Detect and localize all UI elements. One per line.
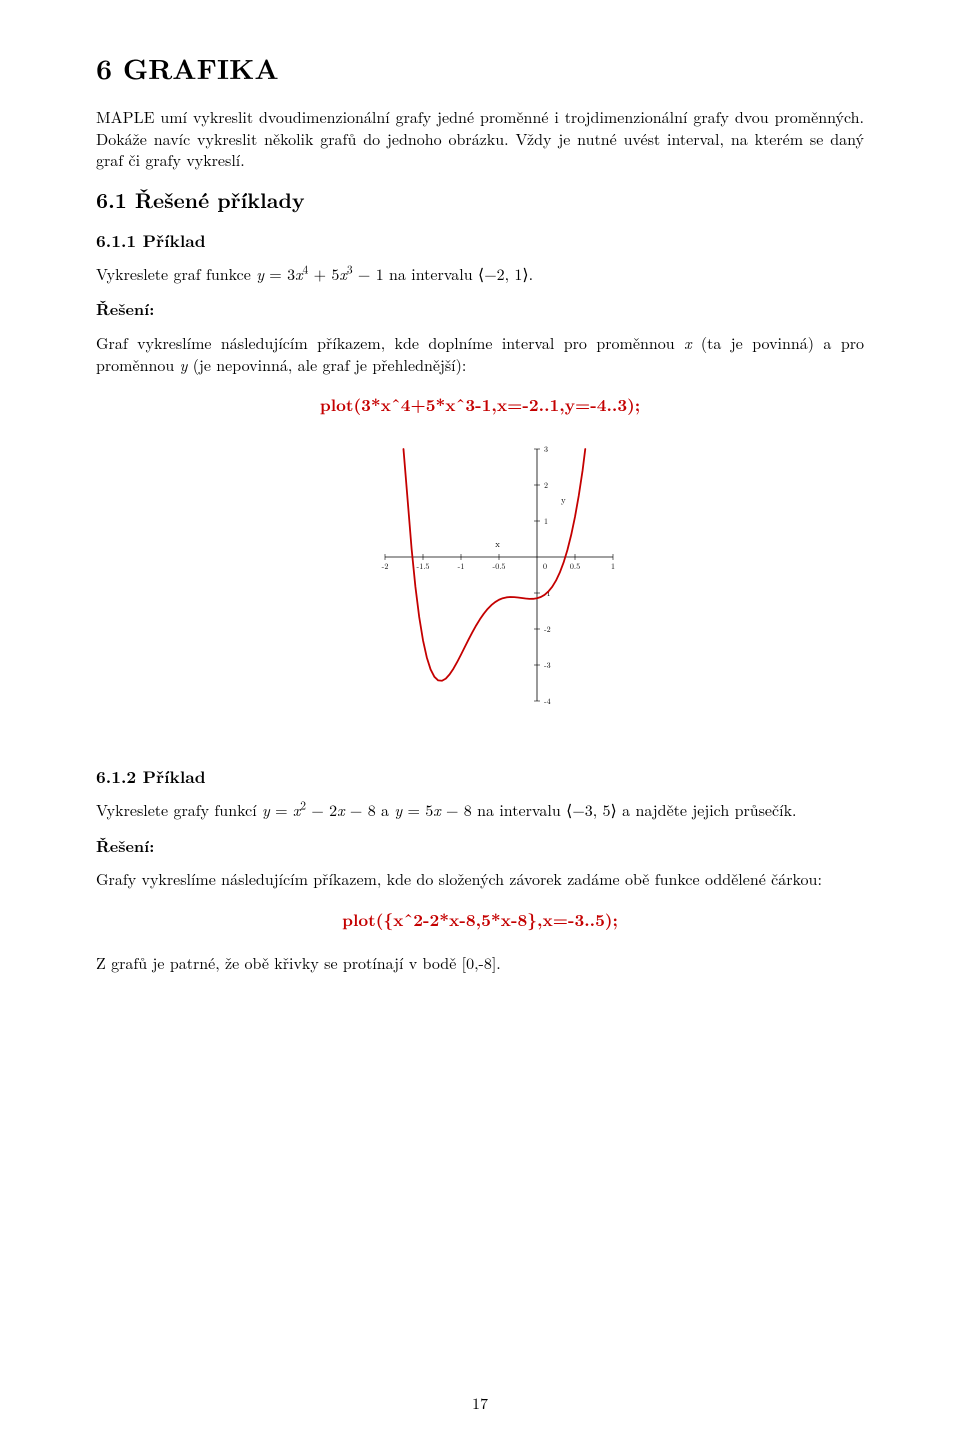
example1-solution-text: Graf vykreslíme následujícím příkazem, k… (96, 332, 864, 375)
svg-text:-4: -4 (544, 696, 551, 707)
svg-text:y: y (561, 493, 566, 506)
svg-text:-3: -3 (544, 660, 551, 671)
svg-text:2: 2 (544, 480, 548, 491)
svg-text:x: x (495, 537, 500, 550)
page: 6 GRAFIKA MAPLE umí vykreslit dvoudimenz… (0, 0, 960, 1444)
svg-text:1: 1 (611, 561, 615, 572)
function-chart: -2-1.5-1-0.50.51-4-3-2-11230xy (310, 437, 650, 737)
chart-container: -2-1.5-1-0.50.51-4-3-2-11230xy (96, 437, 864, 737)
svg-text:-2: -2 (382, 561, 389, 572)
section-title: 6 GRAFIKA (96, 48, 864, 88)
svg-text:-2: -2 (544, 624, 551, 635)
example2-solution-label: Řešení: (96, 835, 864, 857)
example1-problem: Vykreslete graf funkce y = 3x4 + 5x3 − 1… (96, 263, 864, 285)
page-number: 17 (0, 1391, 960, 1414)
svg-text:-0.5: -0.5 (493, 561, 506, 572)
example1-solution-label: Řešení: (96, 298, 864, 320)
example2-title: 6.1.2 Příklad (96, 765, 864, 789)
svg-text:3: 3 (544, 444, 548, 455)
svg-text:0: 0 (543, 561, 547, 572)
svg-text:-1: -1 (458, 561, 465, 572)
example2-solution-text: Grafy vykreslíme následujícím příkazem, … (96, 868, 864, 890)
example1-code: plot(3*xˆ4+5*xˆ3-1,x=-2..1,y=-4..3); (96, 393, 864, 417)
example2-problem: Vykreslete grafy funkcí y = x2 − 2x − 8 … (96, 799, 864, 821)
section-intro: MAPLE umí vykreslit dvoudimenzionální gr… (96, 106, 864, 171)
svg-text:0.5: 0.5 (570, 561, 580, 572)
example2-closing: Z grafů je patrné, že obě křivky se prot… (96, 952, 864, 974)
svg-text:1: 1 (544, 516, 548, 527)
example2-code: plot({xˆ2-2*x-8,5*x-8},x=-3..5); (96, 908, 864, 932)
subsection-title: 6.1 Řešené příklady (96, 185, 864, 215)
example1-title: 6.1.1 Příklad (96, 229, 864, 253)
svg-text:-1.5: -1.5 (417, 561, 430, 572)
